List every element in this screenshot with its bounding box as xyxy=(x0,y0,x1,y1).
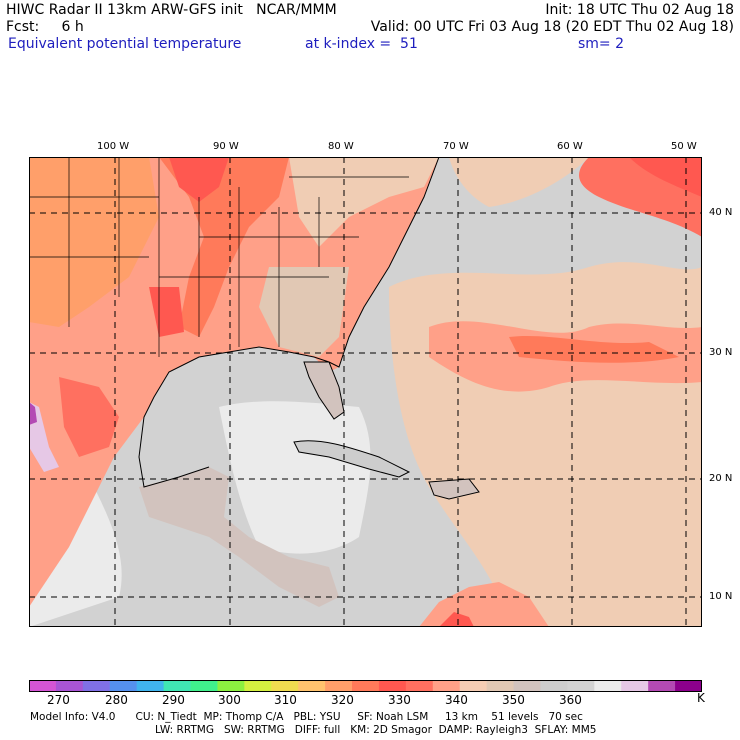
model-info-line: Model Info: V4.0 CU: N_Tiedt MP: Thomp C… xyxy=(30,711,583,723)
state-borders xyxy=(29,157,409,357)
lat-label-30n: 30 N xyxy=(709,347,733,358)
colorbar-label-320: 320 xyxy=(331,693,354,707)
colorbar-label-270: 270 xyxy=(47,693,70,707)
lon-label-80w: 80 W xyxy=(328,141,354,152)
lon-label-90w: 90 W xyxy=(213,141,239,152)
lat-label-40n: 40 N xyxy=(709,207,733,218)
mexico-plateau-warm xyxy=(59,377,119,457)
colorbar-swatch xyxy=(217,680,245,692)
lon-label-70w: 70 W xyxy=(443,141,469,152)
colorbar-swatch xyxy=(298,680,326,692)
colorbar-swatch xyxy=(55,680,84,692)
vertical-level: at k-index = 51 xyxy=(305,36,418,52)
colorbar-swatch xyxy=(594,680,622,692)
colorbar-swatch xyxy=(244,680,272,692)
colorbar-swatch xyxy=(540,680,568,692)
colorbar-swatch xyxy=(271,680,299,692)
colorbar-label-360: 360 xyxy=(559,693,582,707)
map-frame xyxy=(29,157,702,627)
arklatex-hot xyxy=(149,287,184,337)
theta-e-map xyxy=(29,157,702,627)
smoothing-value: sm= 2 xyxy=(578,36,625,52)
southeast-mild xyxy=(259,267,349,357)
colorbar-swatch xyxy=(432,680,461,692)
south-america-hot xyxy=(439,612,474,627)
atlantic-hot-band xyxy=(509,335,679,363)
colorbar-swatch xyxy=(459,680,488,692)
lon-label-50w: 50 W xyxy=(671,141,697,152)
colorbar-swatch xyxy=(621,680,649,692)
florida xyxy=(303,361,345,420)
forecast-hour: Fcst: 6 h xyxy=(6,19,84,35)
north-atlantic-core xyxy=(629,157,702,197)
cuba xyxy=(293,440,411,478)
graticule xyxy=(29,157,702,627)
colorbar-unit: K xyxy=(697,691,705,705)
colorbar-swatch xyxy=(136,680,165,692)
lon-label-60w: 60 W xyxy=(557,141,583,152)
plains-warm xyxy=(29,157,159,327)
colorbar-label-310: 310 xyxy=(274,693,297,707)
colorbar-label-280: 280 xyxy=(105,693,128,707)
model-title: HIWC Radar II 13km ARW-GFS init NCAR/MMM xyxy=(6,2,337,18)
init-time: Init: 18 UTC Thu 02 Aug 18 xyxy=(545,2,734,18)
colorbar-swatch xyxy=(675,680,702,692)
northeast-mild xyxy=(289,157,439,247)
north-atlantic-band xyxy=(449,157,589,207)
colorbar-swatch xyxy=(325,680,353,692)
colorbar-label-290: 290 xyxy=(162,693,185,707)
colorbar-swatch xyxy=(567,680,595,692)
lat-label-10n: 10 N xyxy=(709,591,733,602)
field-name: Equivalent potential temperature xyxy=(8,36,242,52)
mississippi-valley-hot xyxy=(159,157,289,337)
valid-time: Valid: 00 UTC Fri 03 Aug 18 (20 EDT Thu … xyxy=(370,19,734,35)
colorbar-frame xyxy=(29,680,702,692)
coastline xyxy=(138,157,440,488)
colorbar-swatch xyxy=(378,680,407,692)
lon-label-100w: 100 W xyxy=(97,141,130,152)
colorbar-swatch xyxy=(163,680,192,692)
colorbar-swatch xyxy=(190,680,218,692)
colorbar-swatch xyxy=(405,680,434,692)
colorbar-label-300: 300 xyxy=(218,693,241,707)
physics-info-line: LW: RRTMG SW: RRTMG DIFF: full KM: 2D Sm… xyxy=(155,724,597,736)
lat-label-20n: 20 N xyxy=(709,473,733,484)
baja-purple xyxy=(29,402,37,425)
colorbar xyxy=(29,680,702,692)
colorbar-swatch xyxy=(29,680,57,692)
caribbean-cool-area xyxy=(219,401,371,554)
colorbar-swatch xyxy=(352,680,380,692)
upper-midwest-hot xyxy=(169,157,229,202)
colorbar-swatch xyxy=(109,680,138,692)
colorbar-label-330: 330 xyxy=(388,693,411,707)
central-america xyxy=(139,467,339,607)
colorbar-label-340: 340 xyxy=(445,693,468,707)
colorbar-swatch xyxy=(648,680,676,692)
colorbar-swatch xyxy=(82,680,111,692)
colorbar-swatch xyxy=(513,680,541,692)
colorbar-swatch xyxy=(486,680,515,692)
colorbar-label-350: 350 xyxy=(502,693,525,707)
